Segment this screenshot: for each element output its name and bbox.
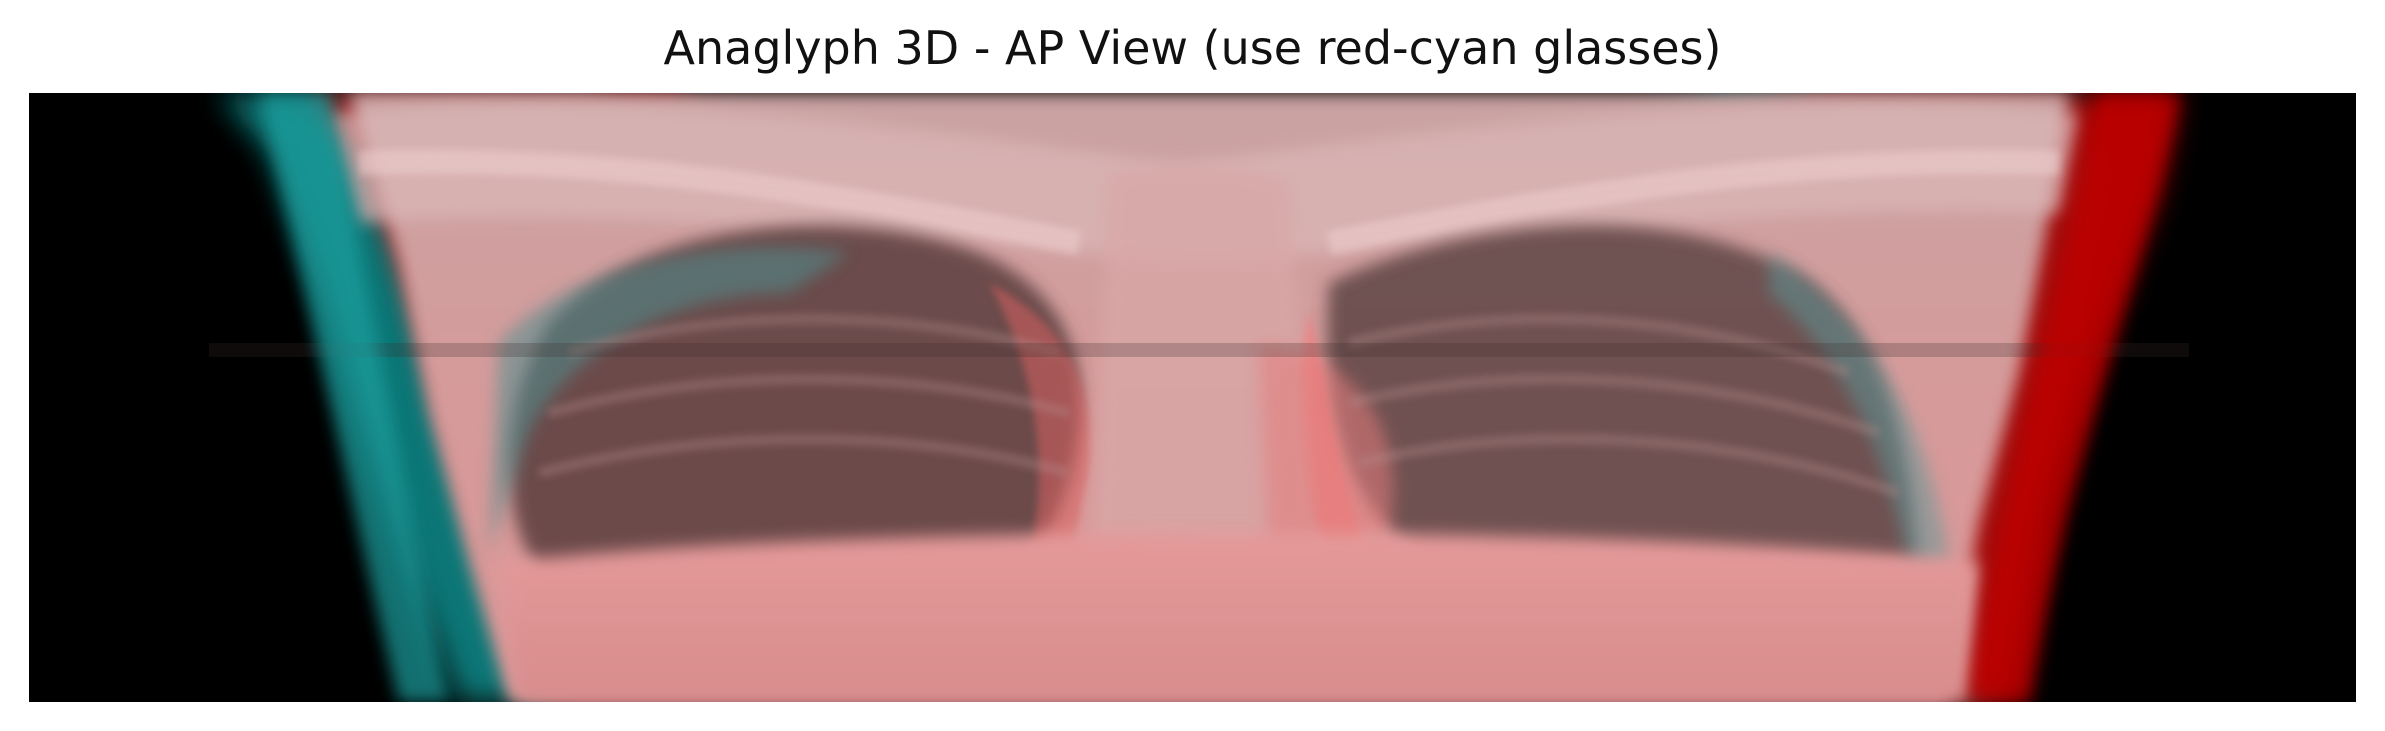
figure-title: Anaglyph 3D - AP View (use red-cyan glas…: [663, 21, 1722, 75]
lung-left-cyan-edge: [489, 247, 849, 553]
lung-left-red-edge: [989, 283, 1091, 563]
red-rim-right: [1969, 93, 2179, 702]
abdomen: [499, 533, 1979, 702]
lung-right-cyan-edge: [1769, 253, 1949, 573]
scan-band: [209, 343, 2189, 357]
anaglyph-xray-graphic: [29, 93, 2356, 702]
lung-field-right: [1327, 225, 1919, 564]
rib-lines: [537, 314, 1901, 498]
mediastinum: [1089, 166, 1319, 593]
clavicle-right: [1326, 149, 2060, 255]
clavicle-left: [358, 149, 1082, 255]
cyan-rim-left: [259, 93, 449, 702]
anaglyph-xray-image: [29, 93, 2356, 702]
